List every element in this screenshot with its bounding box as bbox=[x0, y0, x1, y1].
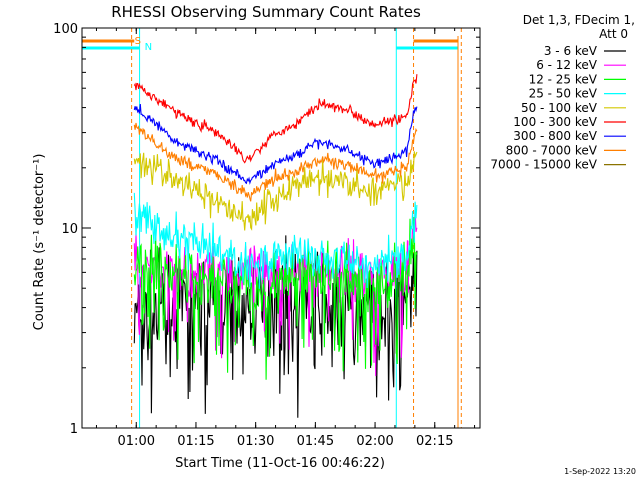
legend-label: 50 - 100 keV bbox=[521, 101, 598, 115]
series-line-5 bbox=[133, 74, 418, 164]
legend-label: 300 - 800 keV bbox=[513, 129, 597, 143]
legend-label: 800 - 7000 keV bbox=[506, 143, 598, 157]
x-tick-label: 01:00 bbox=[118, 434, 155, 449]
axes: 01:00 01:15 01:30 01:45 02:00 02:15 1 10 100 bbox=[53, 22, 481, 449]
series-line-2 bbox=[133, 216, 418, 380]
series-line-4 bbox=[133, 151, 418, 231]
legend-header-line-1: Det 1,3, FDecim 1, bbox=[523, 13, 635, 27]
legend-label: 6 - 12 keV bbox=[536, 58, 598, 72]
legend-label: 25 - 50 keV bbox=[529, 87, 598, 101]
x-tick-label: 01:15 bbox=[177, 434, 214, 449]
series-line-7 bbox=[133, 122, 418, 202]
y-tick-label: 100 bbox=[53, 22, 78, 37]
legend-label: 7000 - 15000 keV bbox=[490, 158, 597, 172]
y-tick-label: 1 bbox=[70, 422, 78, 437]
x-tick-label: 02:15 bbox=[416, 434, 453, 449]
legend-label: 3 - 6 keV bbox=[544, 44, 598, 58]
series-line-3 bbox=[133, 192, 418, 289]
x-tick-label: 01:30 bbox=[237, 434, 274, 449]
legend-header-line-2: Att 0 bbox=[599, 27, 628, 41]
saa-flag-label: S bbox=[135, 36, 141, 47]
night-flag-label: N bbox=[145, 42, 152, 53]
series-line-6 bbox=[133, 104, 418, 185]
y-tick-label: 10 bbox=[61, 222, 78, 237]
legend-label: 100 - 300 keV bbox=[513, 115, 597, 129]
x-tick-label: 02:00 bbox=[356, 434, 393, 449]
y-axis-label: Count Rate (s⁻¹ detector⁻¹) bbox=[32, 154, 47, 331]
footer-date: 1-Sep-2022 13:20 bbox=[564, 467, 636, 476]
legend-label: 12 - 25 keV bbox=[529, 72, 598, 86]
x-axis-label: Start Time (11-Oct-16 00:46:22) bbox=[175, 456, 385, 471]
chart-title: RHESSI Observing Summary Count Rates bbox=[111, 3, 421, 21]
x-tick-label: 01:45 bbox=[297, 434, 334, 449]
